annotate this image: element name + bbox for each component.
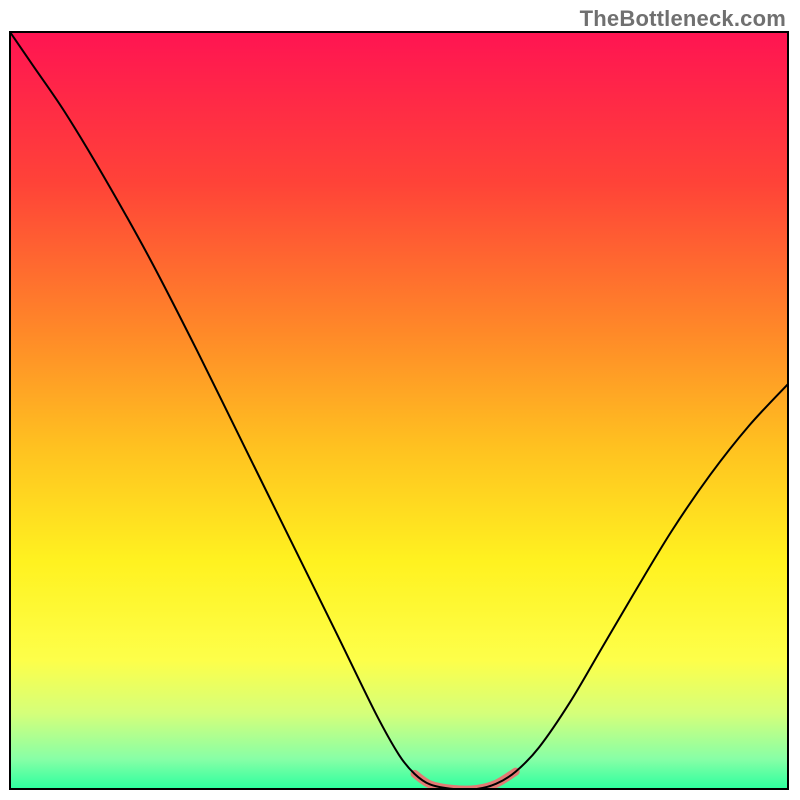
watermark-text: TheBottleneck.com (580, 6, 786, 32)
plot-background (10, 32, 788, 789)
chart-container: TheBottleneck.com (0, 0, 800, 800)
bottleneck-chart (0, 0, 800, 800)
